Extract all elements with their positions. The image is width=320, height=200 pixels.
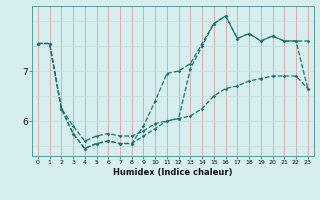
X-axis label: Humidex (Indice chaleur): Humidex (Indice chaleur): [113, 168, 233, 177]
